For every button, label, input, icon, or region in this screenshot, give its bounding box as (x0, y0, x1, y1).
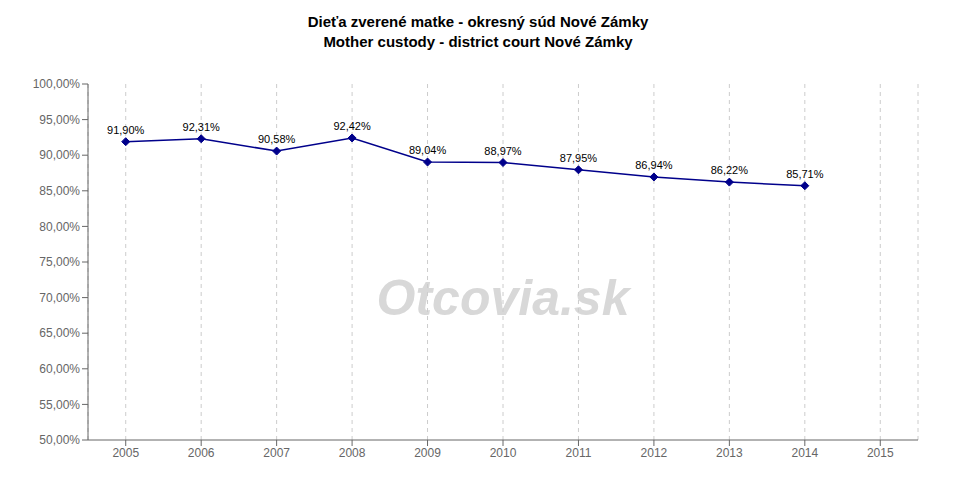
svg-text:2010: 2010 (490, 446, 517, 460)
svg-text:88,97%: 88,97% (484, 145, 522, 157)
html-text:Dieťa zverené matke - okresný: Dieťa zverené matke - okresný súd Nové Z… (307, 13, 649, 30)
svg-text:55,00%: 55,00% (39, 398, 80, 412)
svg-text:50,00%: 50,00% (39, 433, 80, 447)
svg-text:2013: 2013 (716, 446, 743, 460)
html-text:Mother custody - district cour: Mother custody - district court Nové Zám… (323, 33, 633, 50)
svg-text:2005: 2005 (112, 446, 139, 460)
svg-text:89,04%: 89,04% (409, 144, 447, 156)
svg-text:100,00%: 100,00% (33, 77, 81, 91)
svg-text:86,22%: 86,22% (711, 164, 749, 176)
svg-text:2012: 2012 (641, 446, 668, 460)
svg-text:75,00%: 75,00% (39, 255, 80, 269)
svg-text:70,00%: 70,00% (39, 291, 80, 305)
svg-text:85,00%: 85,00% (39, 184, 80, 198)
svg-text:2008: 2008 (339, 446, 366, 460)
svg-text:85,71%: 85,71% (786, 168, 824, 180)
svg-text:91,90%: 91,90% (107, 124, 145, 136)
svg-text:2014: 2014 (791, 446, 818, 460)
svg-text:80,00%: 80,00% (39, 220, 80, 234)
svg-text:2007: 2007 (263, 446, 290, 460)
svg-text:2006: 2006 (188, 446, 215, 460)
svg-text:95,00%: 95,00% (39, 113, 80, 127)
html-text:Otcovia.sk: Otcovia.sk (376, 269, 630, 326)
svg-text:86,94%: 86,94% (635, 159, 673, 171)
svg-text:87,95%: 87,95% (560, 152, 598, 164)
svg-text:2009: 2009 (414, 446, 441, 460)
svg-text:2015: 2015 (867, 446, 894, 460)
svg-text:2011: 2011 (566, 446, 592, 460)
svg-text:90,00%: 90,00% (39, 148, 80, 162)
svg-text:65,00%: 65,00% (39, 326, 80, 340)
svg-text:60,00%: 60,00% (39, 362, 80, 376)
svg-text:92,42%: 92,42% (333, 120, 371, 132)
svg-text:92,31%: 92,31% (183, 121, 221, 133)
svg-text:90,58%: 90,58% (258, 133, 296, 145)
